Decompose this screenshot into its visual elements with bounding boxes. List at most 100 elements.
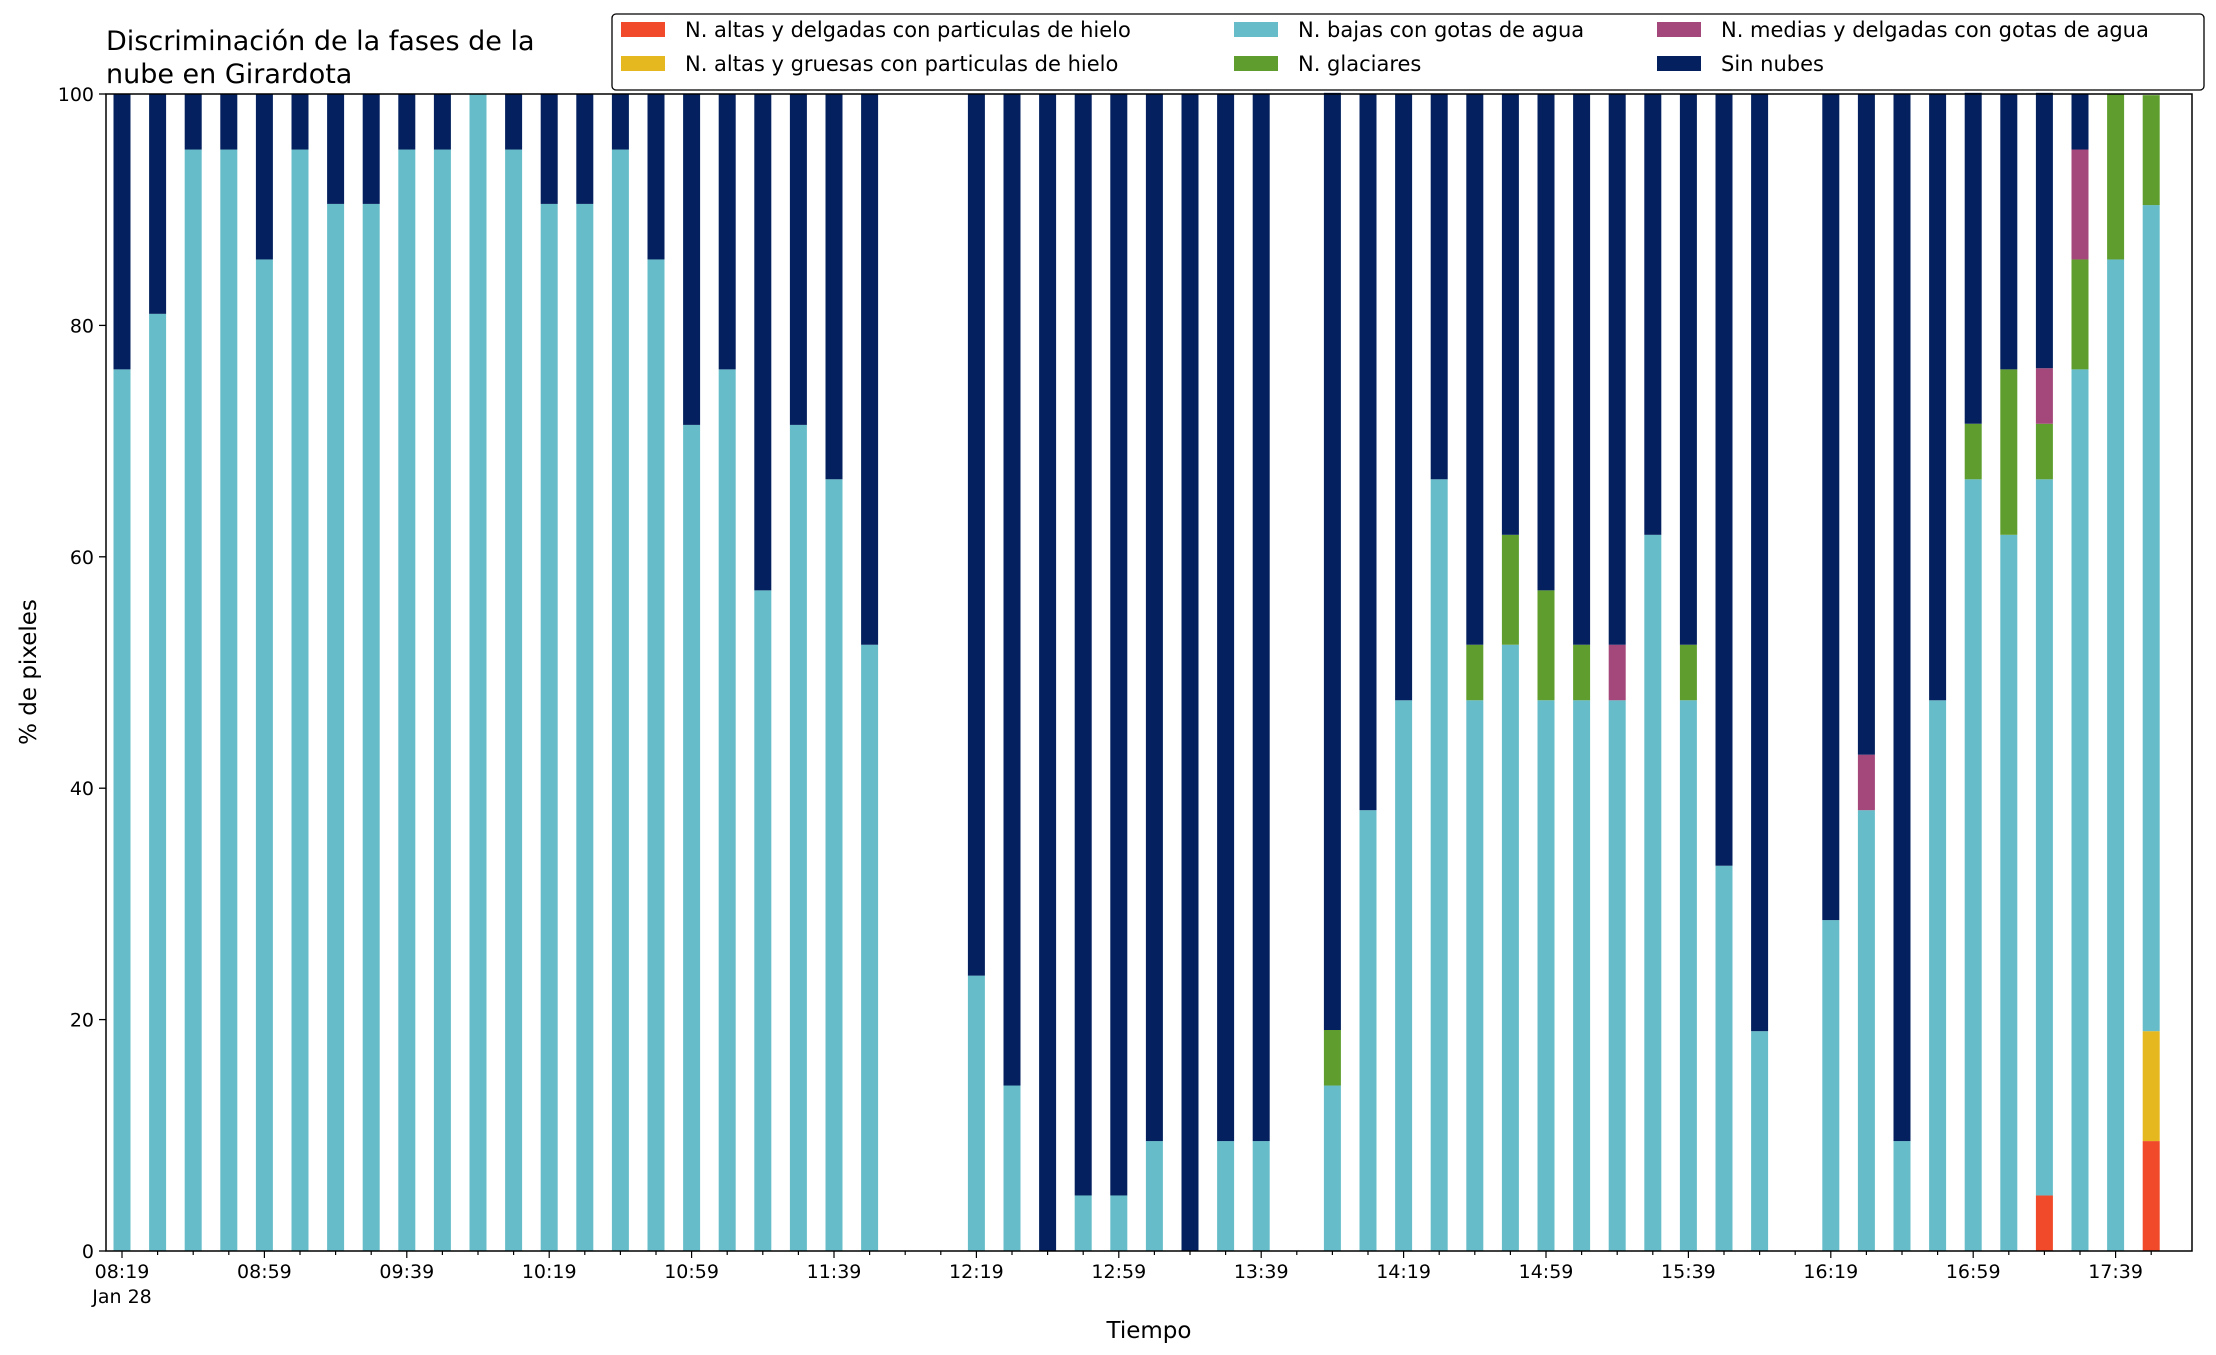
x-tick-label: 10:59 — [664, 1261, 719, 1283]
bar-segment — [1608, 94, 1626, 645]
bar-segment — [1893, 1141, 1911, 1251]
bar-segment — [291, 149, 309, 1251]
bar-segment — [1110, 1195, 1128, 1251]
bar-segment — [1323, 92, 1341, 1031]
bar-segment — [1822, 94, 1840, 921]
x-tick-label: 14:59 — [1519, 1261, 1574, 1283]
bar-segment — [1074, 1195, 1092, 1251]
bar-segment — [1395, 94, 1413, 701]
legend-swatch — [1234, 56, 1278, 71]
bar-segment — [149, 94, 167, 314]
bar-segment — [1679, 644, 1697, 701]
bar-segment — [1252, 1141, 1270, 1251]
bar-segment — [967, 94, 985, 976]
bar-segment — [505, 149, 523, 1251]
bar-segment — [220, 94, 238, 150]
bar-segment — [861, 94, 879, 645]
chart-title-line-1: Discriminación de la fases de la — [106, 26, 535, 57]
x-tick-label: 10:19 — [522, 1261, 577, 1283]
bar-segment — [1964, 92, 1982, 424]
x-tick-label: 15:39 — [1661, 1261, 1716, 1283]
legend-swatch — [1234, 22, 1278, 37]
bar-segment — [2035, 92, 2053, 369]
y-tick-label: 20 — [70, 1010, 94, 1032]
bar-segment — [1893, 94, 1911, 1142]
chart-title: Discriminación de la fases de la nube en… — [106, 26, 535, 90]
y-tick-label: 0 — [82, 1241, 94, 1263]
bar-segment — [1501, 94, 1519, 535]
x-tick-label: 16:59 — [1946, 1261, 2001, 1283]
legend-swatch — [621, 22, 665, 37]
chart-title-line-2: nube en Girardota — [106, 59, 352, 90]
bar-segment — [576, 94, 594, 204]
legend-label: N. altas y gruesas con particulas de hie… — [685, 52, 1118, 76]
bar-segment — [1964, 423, 1982, 480]
bar-segment — [1679, 700, 1697, 1251]
legend-frame — [611, 13, 2205, 91]
bar-segment — [1074, 94, 1092, 1196]
y-tick-label: 40 — [70, 778, 94, 800]
bar-segment — [1857, 754, 1875, 811]
bar-segment — [113, 369, 131, 1251]
bar-segment — [2071, 94, 2089, 150]
bar-segment — [861, 644, 879, 1251]
plot-frame — [105, 93, 2193, 1252]
bar-segment — [718, 369, 736, 1251]
bar-segment — [433, 94, 451, 150]
bar-segment — [647, 94, 665, 260]
x-tick-label: 16:19 — [1803, 1261, 1858, 1283]
bar-segment — [1395, 700, 1413, 1251]
legend-label: N. bajas con gotas de agua — [1298, 18, 1584, 42]
bar-segment — [2107, 259, 2125, 1251]
bar-segment — [683, 94, 701, 425]
bar-segment — [469, 94, 487, 1251]
bar-segment — [291, 94, 309, 150]
bar-segment — [1110, 94, 1128, 1196]
legend-label: N. altas y delgadas con particulas de hi… — [685, 18, 1131, 42]
bar-segment — [184, 149, 202, 1251]
bar-segment — [2071, 149, 2089, 260]
bar-segment — [576, 203, 594, 1251]
x-axis: 08:19 08:59 09:39 10:19 10:59 11:39 12:19 12:59… — [91, 1251, 2152, 1308]
bar-segment — [2107, 94, 2125, 260]
bar-segment — [2035, 423, 2053, 480]
bar-segment — [1751, 1031, 1769, 1251]
x-tick-label: 11:39 — [807, 1261, 862, 1283]
bar-segment — [754, 94, 772, 591]
bar-segment — [1359, 810, 1377, 1251]
bar-segment — [2071, 369, 2089, 1251]
y-axis-label: % de pixeles — [16, 599, 42, 745]
legend-swatch — [621, 56, 665, 71]
bar-segment — [2071, 259, 2089, 370]
bar-segment — [2000, 369, 2018, 535]
bar-segment — [1715, 94, 1733, 866]
bar-segment — [1679, 94, 1697, 645]
bar-segment — [1003, 1085, 1021, 1251]
bar-segment — [362, 94, 380, 204]
legend-swatch — [1657, 22, 1701, 37]
bar-segment — [540, 203, 558, 1251]
bar-segment — [1857, 94, 1875, 755]
x-tick-label: 13:39 — [1234, 1261, 1289, 1283]
bar-segment — [2142, 1141, 2160, 1251]
legend: N. altas y delgadas con particulas de hi… — [611, 13, 2205, 91]
bar-segment — [1715, 865, 1733, 1251]
bar-segment — [2142, 95, 2160, 206]
bar-segment — [2035, 1195, 2053, 1251]
bar-segment — [149, 313, 167, 1252]
bar-segment — [398, 149, 416, 1251]
bar-segment — [1466, 700, 1484, 1251]
bar-segment — [1501, 534, 1519, 645]
bar-segment — [1323, 1085, 1341, 1251]
bar-segment — [220, 149, 238, 1251]
bar-segment — [718, 94, 736, 370]
bar-segment — [2035, 479, 2053, 1196]
bar-segment — [1217, 94, 1235, 1142]
bar-segment — [1466, 644, 1484, 701]
bar-segment — [1003, 94, 1021, 1086]
x-tick-label: 08:19 — [95, 1261, 150, 1283]
bar-stacks — [113, 92, 2160, 1252]
x-date-label: Jan 28 — [91, 1286, 152, 1308]
legend-swatch — [1657, 56, 1701, 71]
x-tick-label: 14:19 — [1376, 1261, 1431, 1283]
